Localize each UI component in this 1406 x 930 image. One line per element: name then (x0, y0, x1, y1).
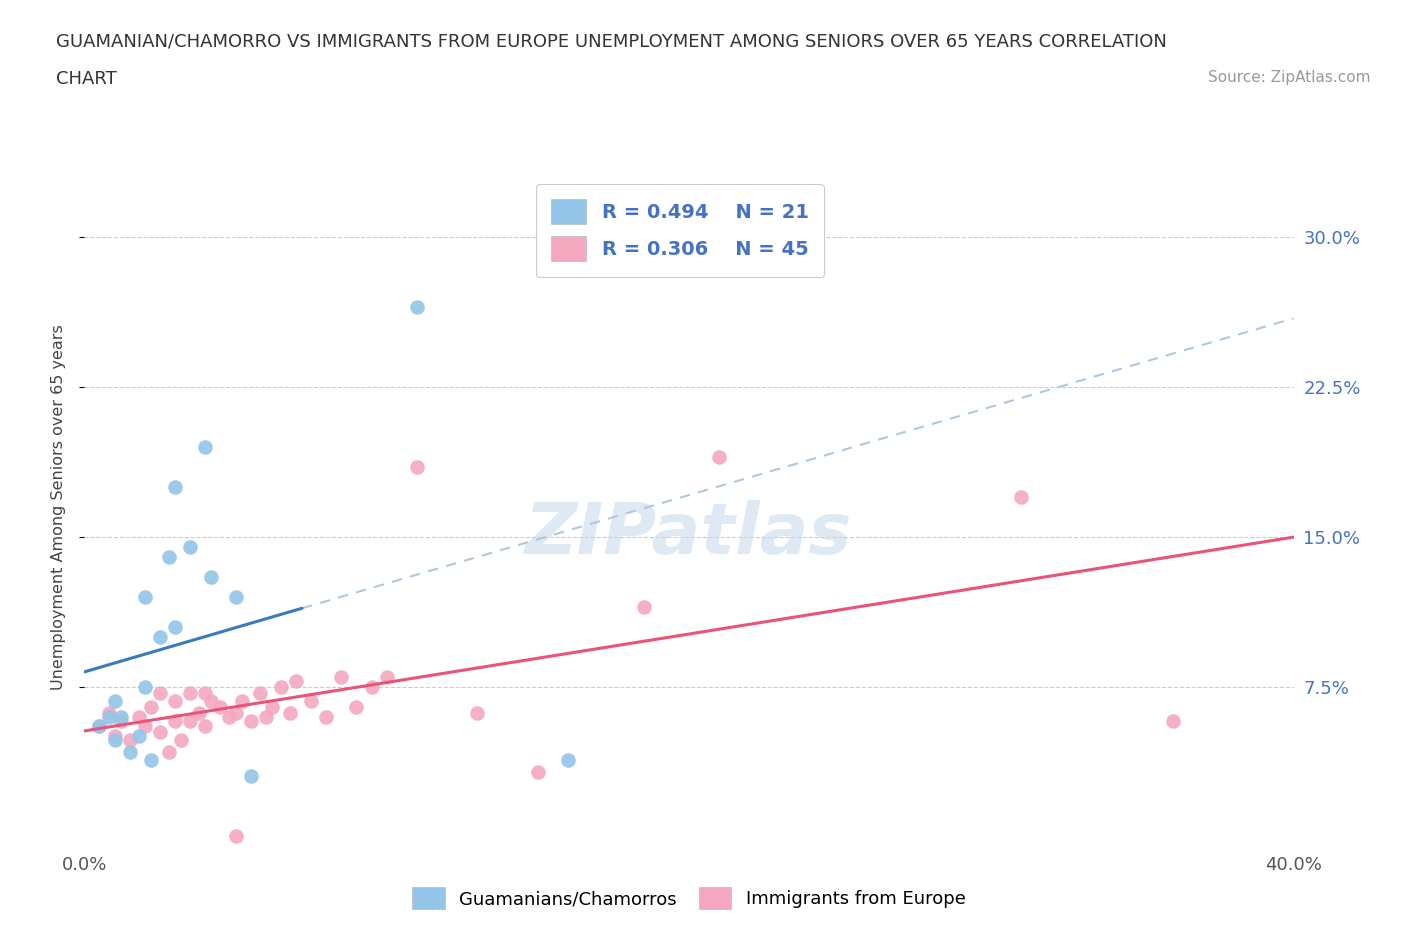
Point (149, 725, 172, 740)
Point (104, 729, 127, 744)
Point (225, 829, 247, 844)
Point (249, 685, 271, 700)
Point (128, 709, 150, 724)
Point (179, 539, 201, 554)
Point (299, 693, 322, 708)
Point (270, 679, 292, 694)
Point (134, 679, 156, 694)
Point (406, 459, 429, 474)
Point (254, 709, 277, 724)
Point (165, 480, 187, 495)
Point (260, 699, 283, 714)
Point (128, 729, 150, 744)
Point (1011, 489, 1033, 504)
Point (157, 745, 180, 760)
Point (110, 713, 132, 728)
Point (134, 590, 156, 604)
Point (179, 685, 201, 700)
Point (278, 705, 301, 720)
Point (149, 630, 172, 644)
Point (209, 699, 232, 714)
Point (1161, 713, 1184, 728)
Point (231, 693, 253, 708)
Point (194, 719, 217, 734)
Legend: Guamanians/Chamorros, Immigrants from Europe: Guamanians/Chamorros, Immigrants from Eu… (405, 880, 973, 916)
Point (200, 569, 222, 584)
Point (527, 765, 550, 780)
Point (134, 719, 156, 734)
Text: ZIPatlas: ZIPatlas (526, 499, 852, 568)
Point (200, 693, 222, 708)
Point (118, 733, 141, 748)
Text: Source: ZipAtlas.com: Source: ZipAtlas.com (1208, 70, 1371, 85)
Point (194, 440, 217, 455)
Point (375, 670, 398, 684)
Text: GUAMANIAN/CHAMORRO VS IMMIGRANTS FROM EUROPE UNEMPLOYMENT AMONG SENIORS OVER 65 : GUAMANIAN/CHAMORRO VS IMMIGRANTS FROM EU… (56, 33, 1167, 50)
Point (360, 679, 382, 694)
Point (330, 670, 353, 684)
Point (118, 745, 141, 760)
Point (139, 699, 162, 714)
Point (239, 769, 262, 784)
Point (110, 709, 132, 724)
Point (89, 719, 111, 734)
Point (346, 699, 368, 714)
Point (239, 713, 262, 728)
Point (188, 705, 211, 720)
Point (165, 693, 187, 708)
Y-axis label: Unemployment Among Seniors over 65 years: Unemployment Among Seniors over 65 years (51, 324, 66, 690)
Point (557, 753, 579, 768)
Point (104, 693, 127, 708)
Point (149, 685, 172, 700)
Point (170, 733, 193, 748)
Point (97, 709, 120, 724)
Point (406, 299, 429, 314)
Point (89, 719, 111, 734)
Point (709, 449, 731, 464)
Point (218, 709, 240, 724)
Point (165, 619, 187, 634)
Point (225, 590, 247, 604)
Point (194, 685, 217, 700)
Point (225, 705, 247, 720)
Point (179, 713, 201, 728)
Point (104, 733, 127, 748)
Point (97, 705, 120, 720)
Point (165, 713, 187, 728)
Point (633, 599, 655, 614)
Point (139, 753, 162, 768)
Text: CHART: CHART (56, 70, 117, 87)
Point (157, 550, 180, 565)
Point (467, 705, 489, 720)
Point (315, 709, 337, 724)
Point (285, 673, 308, 688)
Legend: R = 0.494    N = 21, R = 0.306    N = 45: R = 0.494 N = 21, R = 0.306 N = 45 (536, 184, 824, 276)
